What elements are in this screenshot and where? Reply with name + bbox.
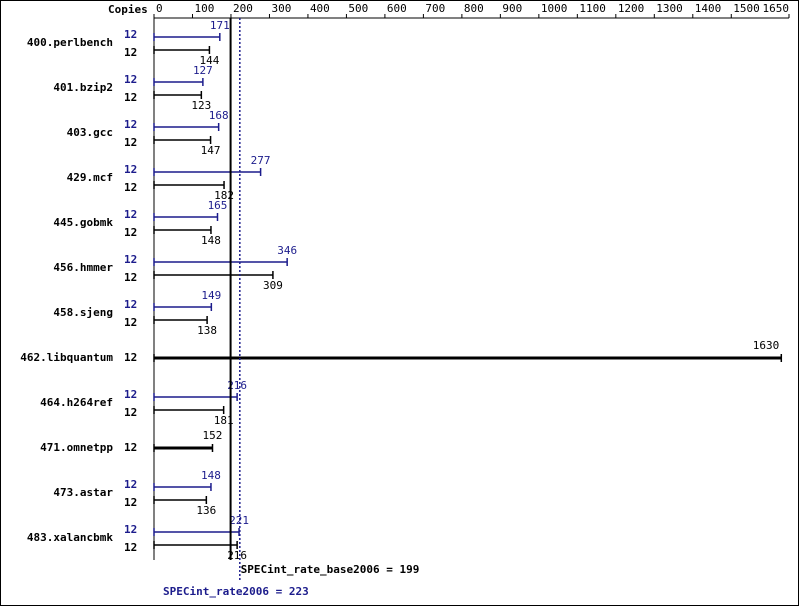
copies-label: 12 bbox=[124, 253, 137, 266]
reference-label: SPECint_rate_base2006 = 199 bbox=[241, 563, 420, 576]
value-label: 127 bbox=[193, 64, 213, 77]
x-tick-label: 1650 bbox=[763, 2, 790, 15]
value-label: 148 bbox=[201, 234, 221, 247]
x-tick-label: 100 bbox=[194, 2, 214, 15]
copies-label: 12 bbox=[124, 351, 137, 364]
x-tick-label: 1100 bbox=[579, 2, 606, 15]
copies-label: 12 bbox=[124, 496, 137, 509]
copies-label: 12 bbox=[124, 523, 137, 536]
benchmark-name: 473.astar bbox=[53, 486, 113, 499]
benchmark-name: 401.bzip2 bbox=[53, 81, 113, 94]
copies-label: 12 bbox=[124, 73, 137, 86]
copies-label: 12 bbox=[124, 388, 137, 401]
value-label: 182 bbox=[214, 189, 234, 202]
copies-label: 12 bbox=[124, 118, 137, 131]
value-label: 136 bbox=[196, 504, 216, 517]
benchmark-name: 403.gcc bbox=[67, 126, 113, 139]
copies-label: 12 bbox=[124, 316, 137, 329]
x-tick-label: 1200 bbox=[618, 2, 645, 15]
x-tick-label: 900 bbox=[502, 2, 522, 15]
value-label: 147 bbox=[201, 144, 221, 157]
copies-label: 12 bbox=[124, 406, 137, 419]
benchmark-name: 483.xalancbmk bbox=[27, 531, 113, 544]
x-tick-label: 300 bbox=[271, 2, 291, 15]
value-label: 221 bbox=[229, 514, 249, 527]
benchmark-name: 458.sjeng bbox=[53, 306, 113, 319]
copies-label: 12 bbox=[124, 46, 137, 59]
benchmark-name: 471.omnetpp bbox=[40, 441, 113, 454]
copies-label: 12 bbox=[124, 136, 137, 149]
x-tick-label: 800 bbox=[464, 2, 484, 15]
x-tick-label: 200 bbox=[233, 2, 253, 15]
x-tick-label: 1500 bbox=[733, 2, 760, 15]
value-label: 168 bbox=[209, 109, 229, 122]
value-label: 309 bbox=[263, 279, 283, 292]
value-label: 181 bbox=[214, 414, 234, 427]
value-label: 148 bbox=[201, 469, 221, 482]
copies-label: 12 bbox=[124, 181, 137, 194]
x-tick-label: 600 bbox=[387, 2, 407, 15]
value-label: 216 bbox=[227, 549, 247, 562]
benchmark-name: 445.gobmk bbox=[53, 216, 113, 229]
copies-label: 12 bbox=[124, 441, 137, 454]
value-label: 123 bbox=[191, 99, 211, 112]
copies-label: 12 bbox=[124, 271, 137, 284]
benchmark-name: 464.h264ref bbox=[40, 396, 113, 409]
benchmark-name: 400.perlbench bbox=[27, 36, 113, 49]
value-label: 277 bbox=[251, 154, 271, 167]
benchmark-name: 429.mcf bbox=[67, 171, 113, 184]
copies-label: 12 bbox=[124, 226, 137, 239]
axis-title: Copies bbox=[108, 3, 148, 16]
x-tick-label: 400 bbox=[310, 2, 330, 15]
x-tick-label: 500 bbox=[348, 2, 368, 15]
copies-label: 12 bbox=[124, 541, 137, 554]
benchmark-name: 462.libquantum bbox=[20, 351, 113, 364]
x-tick-label: 700 bbox=[425, 2, 445, 15]
x-tick-label: 1400 bbox=[695, 2, 722, 15]
value-label: 1630 bbox=[753, 339, 780, 352]
copies-label: 12 bbox=[124, 478, 137, 491]
copies-label: 12 bbox=[124, 298, 137, 311]
reference-label: SPECint_rate2006 = 223 bbox=[163, 585, 309, 598]
copies-label: 12 bbox=[124, 163, 137, 176]
benchmark-name: 456.hmmer bbox=[53, 261, 113, 274]
value-label: 152 bbox=[203, 429, 223, 442]
value-label: 149 bbox=[201, 289, 221, 302]
value-label: 216 bbox=[227, 379, 247, 392]
value-label: 165 bbox=[208, 199, 228, 212]
value-label: 138 bbox=[197, 324, 217, 337]
value-label: 171 bbox=[210, 19, 230, 32]
value-label: 144 bbox=[199, 54, 219, 67]
value-label: 346 bbox=[277, 244, 297, 257]
x-tick-label: 1000 bbox=[541, 2, 568, 15]
copies-label: 12 bbox=[124, 28, 137, 41]
copies-label: 12 bbox=[124, 208, 137, 221]
copies-label: 12 bbox=[124, 91, 137, 104]
x-tick-label: 1300 bbox=[656, 2, 683, 15]
x-tick-label: 0 bbox=[156, 2, 163, 15]
